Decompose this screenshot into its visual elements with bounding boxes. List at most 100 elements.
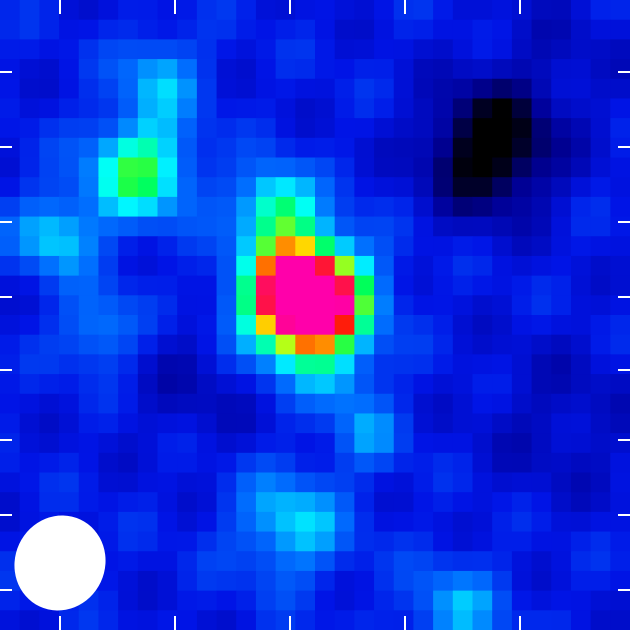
pixel: [570, 78, 592, 99]
pixel: [78, 118, 99, 139]
pixel: [275, 492, 296, 513]
pixel: [570, 452, 592, 473]
pixel: [0, 413, 21, 434]
pixel: [216, 393, 237, 414]
pixel: [137, 39, 158, 60]
pixel: [472, 98, 493, 119]
pixel: [236, 551, 257, 572]
pixel: [531, 472, 552, 493]
pixel: [570, 531, 592, 552]
pixel: [492, 315, 513, 336]
pixel: [59, 433, 80, 454]
pixel: [511, 137, 533, 158]
pixel: [295, 472, 316, 493]
pixel: [492, 275, 513, 296]
pixel: [511, 236, 533, 257]
pixel: [39, 354, 60, 375]
pixel: [354, 295, 375, 316]
pixel: [196, 531, 218, 552]
pixel: [433, 472, 454, 493]
pixel: [551, 334, 572, 355]
pixel: [216, 413, 237, 434]
pixel: [19, 236, 40, 257]
pixel: [315, 59, 336, 80]
pixel: [551, 354, 572, 375]
pixel: [315, 39, 336, 60]
pixel: [19, 315, 40, 336]
pixel: [433, 590, 454, 611]
pixel: [177, 295, 198, 316]
pixel: [511, 157, 533, 178]
pixel: [157, 0, 178, 21]
pixel: [570, 354, 592, 375]
pixel: [315, 531, 336, 552]
pixel: [177, 413, 198, 434]
pixel: [472, 275, 493, 296]
pixel: [295, 275, 316, 296]
pixel: [78, 610, 99, 630]
pixel: [275, 472, 296, 493]
pixel: [39, 196, 60, 218]
pixel: [98, 590, 119, 611]
pixel: [98, 275, 119, 296]
pixel: [452, 472, 473, 493]
pixel: [413, 19, 434, 40]
pixel: [0, 177, 21, 198]
pixel: [374, 137, 395, 158]
pixel: [275, 177, 296, 198]
pixel: [315, 19, 336, 40]
pixel: [433, 177, 454, 198]
pixel: [59, 413, 80, 434]
pixel: [59, 19, 80, 40]
pixel: [511, 0, 533, 21]
pixel: [354, 98, 375, 119]
pixel: [236, 137, 257, 158]
pixel: [354, 39, 375, 60]
pixel: [275, 295, 296, 316]
pixel: [275, 98, 296, 119]
pixel: [315, 98, 336, 119]
pixel: [472, 433, 493, 454]
pixel: [177, 216, 198, 237]
pixel: [472, 177, 493, 198]
pixel: [98, 196, 119, 218]
pixel: [492, 137, 513, 158]
pixel: [551, 157, 572, 178]
pixel: [98, 433, 119, 454]
pixel: [98, 295, 119, 316]
pixel: [433, 570, 454, 592]
pixel: [196, 354, 218, 375]
pixel: [590, 196, 611, 218]
pixel: [19, 413, 40, 434]
pixel: [511, 334, 533, 355]
pixel: [374, 177, 395, 198]
pixel: [551, 570, 572, 592]
pixel: [551, 118, 572, 139]
pixel: [413, 433, 434, 454]
pixel: [393, 39, 414, 60]
pixel: [511, 78, 533, 99]
pixel: [157, 413, 178, 434]
pixel: [492, 196, 513, 218]
pixel: [137, 374, 158, 395]
pixel: [196, 19, 218, 40]
pixel: [551, 0, 572, 21]
pixel: [118, 275, 139, 296]
pixel: [177, 236, 198, 257]
pixel: [255, 354, 277, 375]
pixel: [492, 19, 513, 40]
pixel: [137, 275, 158, 296]
pixel: [39, 236, 60, 257]
pixel: [157, 551, 178, 572]
pixel: [492, 393, 513, 414]
pixel: [255, 196, 277, 218]
pixel: [157, 255, 178, 277]
pixel: [354, 511, 375, 533]
pixel: [551, 551, 572, 572]
pixel: [255, 511, 277, 533]
pixel: [570, 236, 592, 257]
pixel: [255, 39, 277, 60]
pixel: [315, 492, 336, 513]
pixel: [610, 374, 630, 395]
